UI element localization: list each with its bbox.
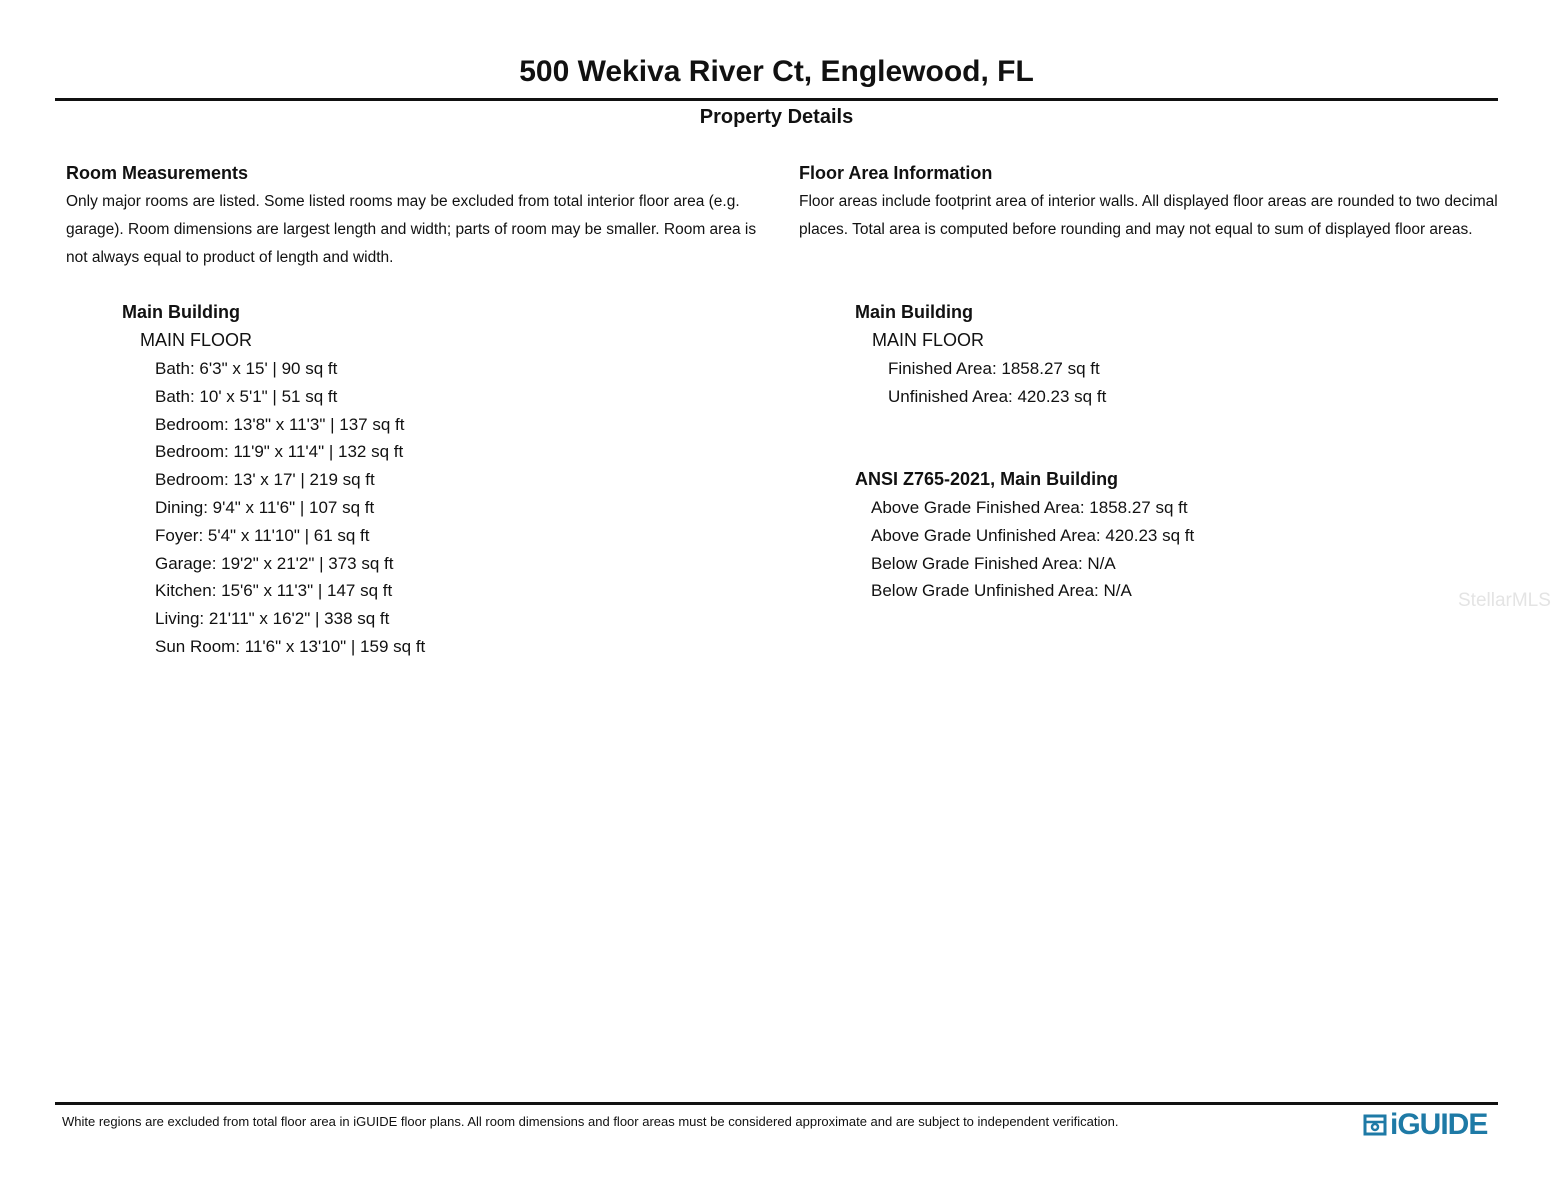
room-item: Living: 21'11" x 16'2" | 338 sq ft bbox=[155, 609, 390, 629]
header-divider bbox=[55, 98, 1498, 101]
ansi-item: Above Grade Finished Area: 1858.27 sq ft bbox=[871, 498, 1188, 517]
room-item: Bedroom: 13' x 17' | 219 sq ft bbox=[155, 470, 375, 490]
floor-area-building-heading: Main Building bbox=[855, 302, 973, 322]
ansi-heading: ANSI Z765-2021, Main Building bbox=[855, 469, 1119, 489]
footer-divider bbox=[55, 1102, 1498, 1105]
room-item: Bedroom: 11'9" x 11'4" | 132 sq ft bbox=[155, 442, 404, 462]
ansi-item: Above Grade Unfinished Area: 420.23 sq f… bbox=[871, 525, 1195, 545]
room-measurements-description: Only major rooms are listed. Some listed… bbox=[66, 193, 757, 266]
room-item: Dining: 9'4" x 11'6" | 107 sq ft bbox=[155, 497, 375, 517]
room-item: Sun Room: 11'6" x 13'10" | 159 sq ft bbox=[155, 636, 426, 656]
ansi-item: Below Grade Finished Area: N/A bbox=[871, 553, 1116, 573]
ansi-item: Below Grade Unfinished Area: N/A bbox=[871, 581, 1132, 601]
room-item: Bath: 6'3" x 15' | 90 sq ft bbox=[155, 359, 338, 378]
iguide-logo-icon bbox=[1363, 1114, 1387, 1136]
floor-area-item: Unfinished Area: 420.23 sq ft bbox=[888, 386, 1107, 406]
watermark: StellarMLS bbox=[1458, 590, 1551, 611]
floor-area-description: Floor areas include footprint area of in… bbox=[799, 193, 1498, 238]
page-title: 500 Wekiva River Ct, Englewood, FL bbox=[519, 55, 1034, 88]
room-item: Garage: 19'2" x 21'2" | 373 sq ft bbox=[155, 553, 394, 573]
floor-area-heading: Floor Area Information bbox=[799, 163, 993, 183]
room-item: Bath: 10' x 5'1" | 51 sq ft bbox=[155, 386, 338, 406]
rooms-building-heading: Main Building bbox=[122, 302, 240, 322]
footer-note: White regions are excluded from total fl… bbox=[62, 1114, 1119, 1129]
floor-area-floor-heading: MAIN FLOOR bbox=[872, 330, 985, 350]
room-list: Bath: 6'3" x 15' | 90 sq ft Bath: 10' x … bbox=[155, 355, 425, 661]
room-measurements-heading: Room Measurements bbox=[66, 163, 249, 183]
room-item: Foyer: 5'4" x 11'10" | 61 sq ft bbox=[155, 525, 370, 545]
floor-area-item: Finished Area: 1858.27 sq ft bbox=[888, 359, 1100, 378]
rooms-floor-heading: MAIN FLOOR bbox=[140, 330, 253, 350]
iguide-logo: iGUIDE bbox=[1363, 1108, 1488, 1142]
iguide-logo-text: iGUIDE bbox=[1390, 1108, 1488, 1141]
ansi-list: Above Grade Finished Area: 1858.27 sq ft… bbox=[871, 494, 1194, 605]
page-subtitle: Property Details bbox=[699, 106, 854, 128]
floor-area-list: Finished Area: 1858.27 sq ft Unfinished … bbox=[888, 355, 1106, 411]
room-item: Kitchen: 15'6" x 11'3" | 147 sq ft bbox=[155, 581, 393, 601]
room-item: Bedroom: 13'8" x 11'3" | 137 sq ft bbox=[155, 414, 405, 434]
